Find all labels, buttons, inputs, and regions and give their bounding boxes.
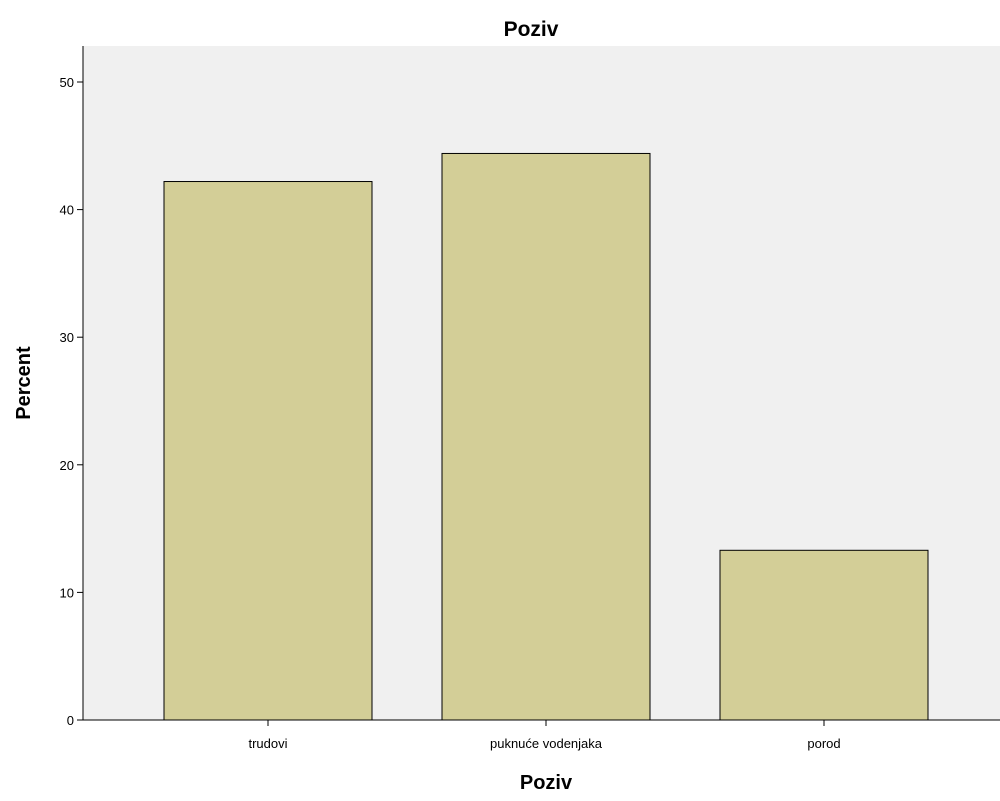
bar-1 [441, 152, 651, 721]
y-axis-title: Percent [13, 346, 35, 420]
y-tick-label: 50 [60, 75, 74, 90]
x-axis-title: Poziv [520, 772, 573, 794]
bar-2 [719, 549, 929, 721]
x-tick-label: puknuće vodenjaka [490, 736, 603, 751]
bar-0 [163, 181, 373, 721]
x-tick-label: porod [807, 736, 840, 751]
x-axis-tick-labels: trudovi puknuće vodenjaka porod [248, 720, 841, 751]
y-axis-ticks: 0 10 20 30 40 50 [60, 75, 83, 728]
y-tick-label: 0 [67, 713, 74, 728]
y-tick-label: 20 [60, 458, 74, 473]
y-tick-label: 30 [60, 330, 74, 345]
y-tick-label: 10 [60, 585, 74, 600]
bars [163, 152, 929, 721]
y-tick-label: 40 [60, 203, 74, 218]
chart-title: Poziv [504, 18, 559, 41]
x-tick-label: trudovi [248, 736, 287, 751]
